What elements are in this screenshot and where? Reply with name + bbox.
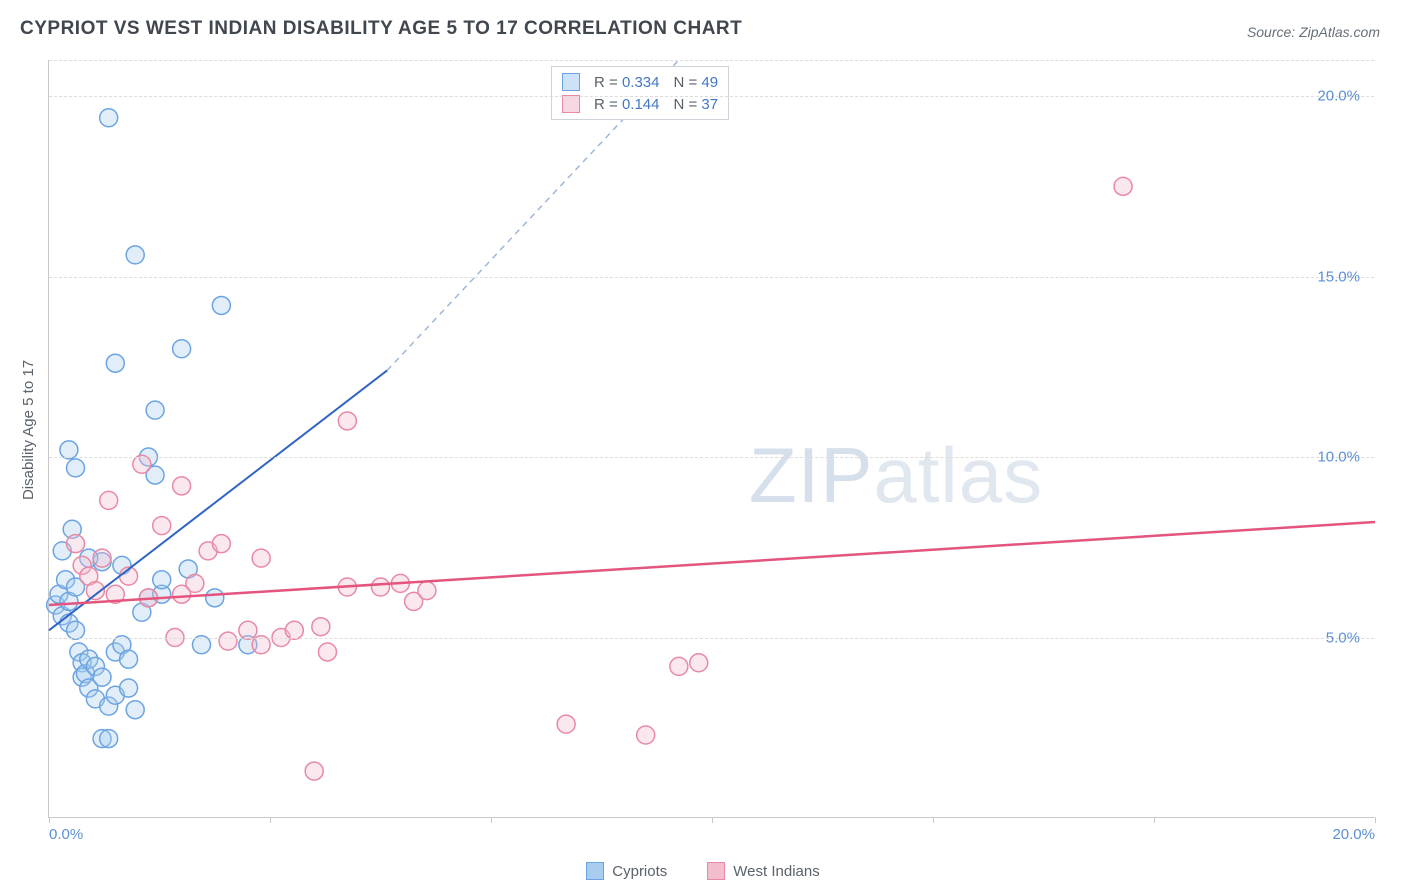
gridline	[49, 457, 1374, 458]
legend-label: Cypriots	[612, 863, 667, 880]
data-point	[206, 589, 224, 607]
data-point	[418, 582, 436, 600]
stats-legend: R = 0.334 N = 49 R = 0.144 N = 37	[551, 66, 729, 120]
data-point	[106, 354, 124, 372]
data-point	[100, 109, 118, 127]
legend-item: West Indians	[707, 862, 819, 880]
data-point	[372, 578, 390, 596]
data-point	[126, 701, 144, 719]
data-point	[557, 715, 575, 733]
x-tick-label: 20.0%	[1332, 826, 1375, 843]
x-tick	[1375, 817, 1376, 823]
series-legend: Cypriots West Indians	[0, 862, 1406, 880]
data-point	[312, 618, 330, 636]
data-point	[1114, 177, 1132, 195]
data-point	[318, 643, 336, 661]
data-point	[93, 668, 111, 686]
data-point	[100, 491, 118, 509]
gridline	[49, 277, 1374, 278]
y-tick-label: 15.0%	[1317, 268, 1360, 285]
data-point	[212, 296, 230, 314]
data-point	[305, 762, 323, 780]
data-point	[67, 535, 85, 553]
data-point	[93, 549, 111, 567]
stats-row: R = 0.334 N = 49	[562, 71, 718, 93]
legend-label: West Indians	[733, 863, 819, 880]
data-point	[338, 412, 356, 430]
y-axis-label: Disability Age 5 to 17	[20, 360, 37, 500]
data-point	[120, 679, 138, 697]
x-tick	[49, 817, 50, 823]
scatter-svg	[49, 60, 1374, 817]
data-point	[120, 650, 138, 668]
data-point	[173, 585, 191, 603]
chart-plot-area: ZIPatlas R = 0.334 N = 49 R = 0.144 N = …	[48, 60, 1374, 818]
data-point	[173, 477, 191, 495]
swatch-icon	[586, 862, 604, 880]
swatch-icon	[562, 95, 580, 113]
data-point	[126, 246, 144, 264]
chart-title: CYPRIOT VS WEST INDIAN DISABILITY AGE 5 …	[20, 18, 742, 40]
data-point	[252, 549, 270, 567]
gridline	[49, 96, 1374, 97]
gridline	[49, 638, 1374, 639]
data-point	[100, 730, 118, 748]
data-point	[219, 632, 237, 650]
data-point	[146, 401, 164, 419]
x-tick	[933, 817, 934, 823]
y-tick-label: 10.0%	[1317, 449, 1360, 466]
legend-item: Cypriots	[586, 862, 667, 880]
x-tick	[712, 817, 713, 823]
y-tick-label: 20.0%	[1317, 88, 1360, 105]
x-tick	[270, 817, 271, 823]
swatch-icon	[562, 73, 580, 91]
data-point	[212, 535, 230, 553]
data-point	[153, 571, 171, 589]
swatch-icon	[707, 862, 725, 880]
data-point	[67, 459, 85, 477]
y-tick-label: 5.0%	[1326, 629, 1360, 646]
x-tick	[1154, 817, 1155, 823]
x-tick-label: 0.0%	[49, 826, 83, 843]
data-point	[173, 340, 191, 358]
data-point	[153, 517, 171, 535]
data-point	[670, 657, 688, 675]
data-point	[690, 654, 708, 672]
source-credit: Source: ZipAtlas.com	[1247, 24, 1380, 40]
data-point	[637, 726, 655, 744]
x-tick	[491, 817, 492, 823]
